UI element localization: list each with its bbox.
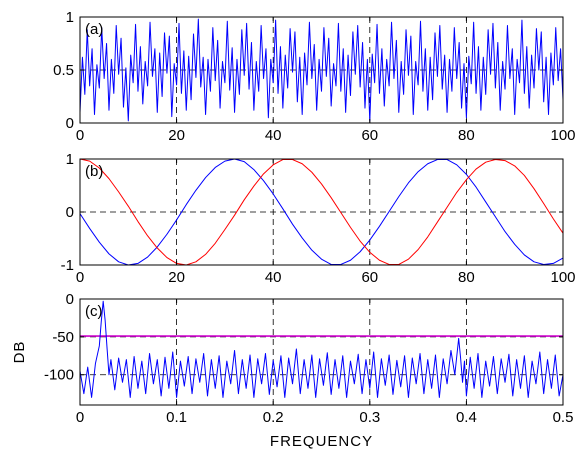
y-tick-label: 0.5	[53, 62, 74, 79]
x-tick-label: 0.4	[456, 409, 477, 426]
y-axis-label: DB	[11, 341, 28, 364]
x-tick-label: 0	[76, 409, 84, 426]
x-tick-label: 0	[76, 269, 84, 286]
x-tick-label: 20	[168, 127, 185, 144]
axes-frame	[79, 298, 564, 406]
x-tick-label: 100	[550, 269, 575, 286]
x-tick-label: 0.3	[359, 409, 380, 426]
y-tick-label: 0	[66, 291, 74, 308]
panel-label: (b)	[85, 163, 103, 180]
y-tick-label: 0	[66, 115, 74, 132]
panel-label: (c)	[85, 303, 103, 320]
y-tick-label: -100	[44, 367, 74, 384]
y-tick-label: 1	[66, 9, 74, 26]
subplot-c: 0 0.1 0.2 0.3 0.4 0.5 -100 -50 0 (c)	[44, 291, 573, 426]
series-line-1	[80, 159, 563, 265]
panel-label: (a)	[85, 21, 103, 38]
subplot-b: 0 20 40 60 80 100-101(b)	[61, 151, 576, 286]
series-line-0	[80, 300, 563, 398]
series-line-0	[80, 18, 563, 122]
x-tick-label: 80	[458, 127, 475, 144]
x-tick-label: 80	[458, 269, 475, 286]
x-tick-label: 60	[361, 269, 378, 286]
series-line-0	[80, 159, 563, 265]
y-tick-label: -1	[61, 257, 74, 274]
subplot-a: 0 20 40 60 80 100 0 0.5 1 (a)	[53, 9, 575, 144]
x-tick-label: 0.1	[166, 409, 187, 426]
y-tick-label: -50	[52, 329, 74, 346]
x-tick-label: 0.2	[263, 409, 284, 426]
y-tick-label: 0	[66, 204, 74, 221]
x-tick-label: 40	[265, 127, 282, 144]
x-tick-label: 0.5	[553, 409, 574, 426]
x-tick-label: 0	[76, 127, 84, 144]
x-tick-label: 60	[361, 127, 378, 144]
x-axis-label: FREQUENCY	[270, 433, 373, 450]
x-tick-label: 40	[265, 269, 282, 286]
x-tick-label: 100	[550, 127, 575, 144]
y-tick-label: 1	[66, 151, 74, 168]
x-tick-label: 20	[168, 269, 185, 286]
